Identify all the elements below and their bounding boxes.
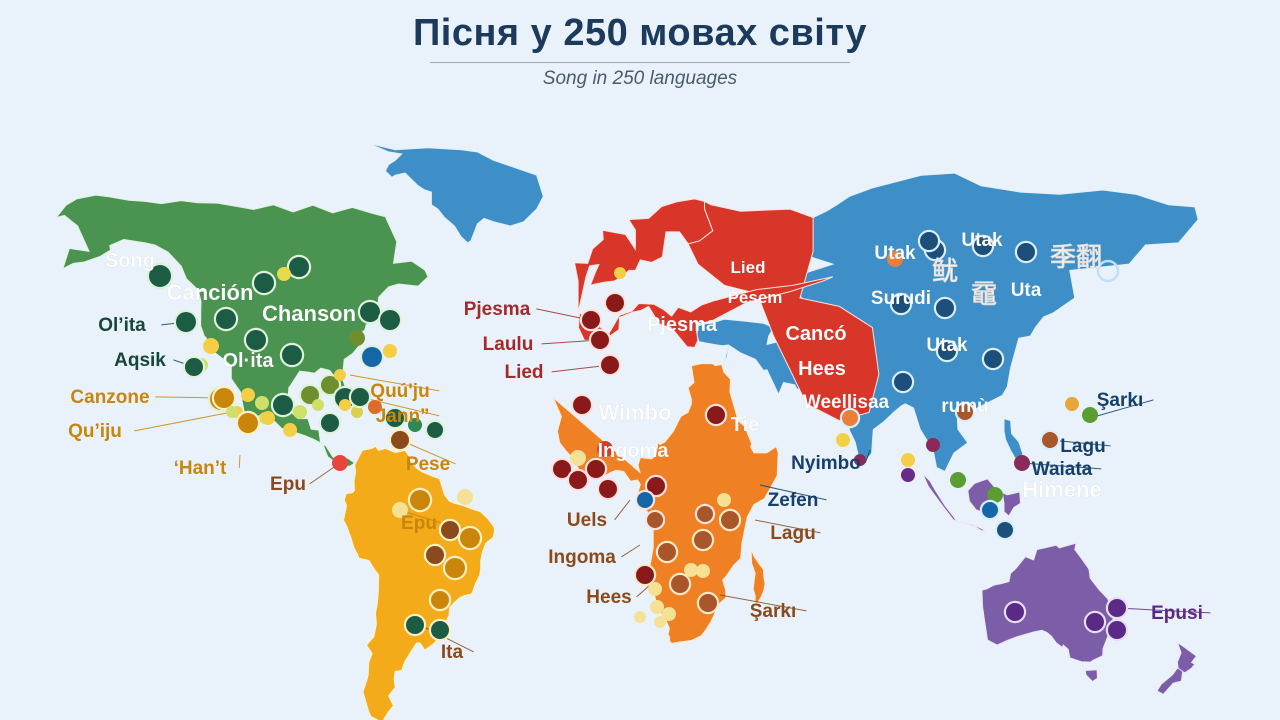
svg-text:Canzone: Canzone (70, 387, 149, 408)
svg-text:黿: 黿 (971, 279, 997, 309)
svg-text:鱿: 鱿 (932, 256, 958, 286)
svg-text:季翻: 季翻 (1050, 242, 1102, 272)
svg-text:Utak: Utak (874, 243, 916, 264)
svg-text:Surudi: Surudi (871, 288, 931, 309)
svg-text:Nyimbo: Nyimbo (791, 453, 861, 474)
svg-text:Şarkı: Şarkı (1097, 390, 1143, 411)
svg-text:Pēsem: Pēsem (728, 288, 783, 307)
svg-text:Epusi: Epusi (1151, 603, 1203, 624)
svg-text:rumù: rumù (941, 396, 989, 417)
svg-text:Hees: Hees (586, 587, 631, 608)
svg-text:Quú'ju: Quú'ju (370, 381, 429, 402)
svg-text:Lagu: Lagu (1060, 436, 1105, 457)
svg-text:Tie: Tie (731, 414, 760, 436)
svg-text:Hees: Hees (798, 358, 846, 380)
svg-text:Utak: Utak (961, 230, 1003, 251)
svg-text:Zefen: Zefen (768, 490, 819, 511)
svg-text:Uels: Uels (567, 510, 607, 531)
svg-text:Pese: Pese (406, 454, 450, 475)
svg-text:Şarkı: Şarkı (750, 601, 796, 622)
svg-text:Aqsik: Aqsik (114, 350, 166, 371)
svg-text:Uta: Uta (1011, 280, 1042, 301)
svg-text:Ol’ita: Ol’ita (98, 315, 146, 336)
svg-text:Ita: Ita (441, 642, 464, 663)
svg-text:Ingoma: Ingoma (548, 547, 616, 568)
svg-text:Epu: Epu (401, 513, 437, 534)
svg-text:Ingoma: Ingoma (597, 440, 669, 462)
svg-text:Song: Song (105, 250, 155, 272)
svg-text:Cancó: Cancó (785, 323, 846, 345)
svg-text:Lied: Lied (504, 362, 543, 383)
svg-text:‘Han’t: ‘Han’t (174, 458, 227, 479)
svg-text:Laulu: Laulu (483, 334, 534, 355)
svg-text:Waiata: Waiata (1032, 459, 1093, 480)
svg-text:Himene: Himene (1022, 477, 1101, 502)
svg-text:Lagu: Lagu (770, 523, 815, 544)
svg-text:Pjesma: Pjesma (464, 299, 531, 320)
svg-text:Canción: Canción (167, 280, 254, 305)
svg-text:Pjesma: Pjesma (647, 314, 718, 336)
svg-text:Ol·ita: Ol·ita (222, 350, 274, 372)
svg-text:Utak: Utak (926, 335, 968, 356)
svg-text:‘Jann”: ‘Jann” (370, 406, 429, 427)
svg-text:Weellisaa: Weellisaa (803, 392, 890, 413)
svg-text:Epu: Epu (270, 474, 306, 495)
svg-text:Qu’iju: Qu’iju (68, 421, 122, 442)
svg-text:Chanson: Chanson (262, 301, 356, 326)
svg-text:Wimbo: Wimbo (598, 400, 671, 425)
svg-text:Lied: Lied (731, 258, 766, 277)
